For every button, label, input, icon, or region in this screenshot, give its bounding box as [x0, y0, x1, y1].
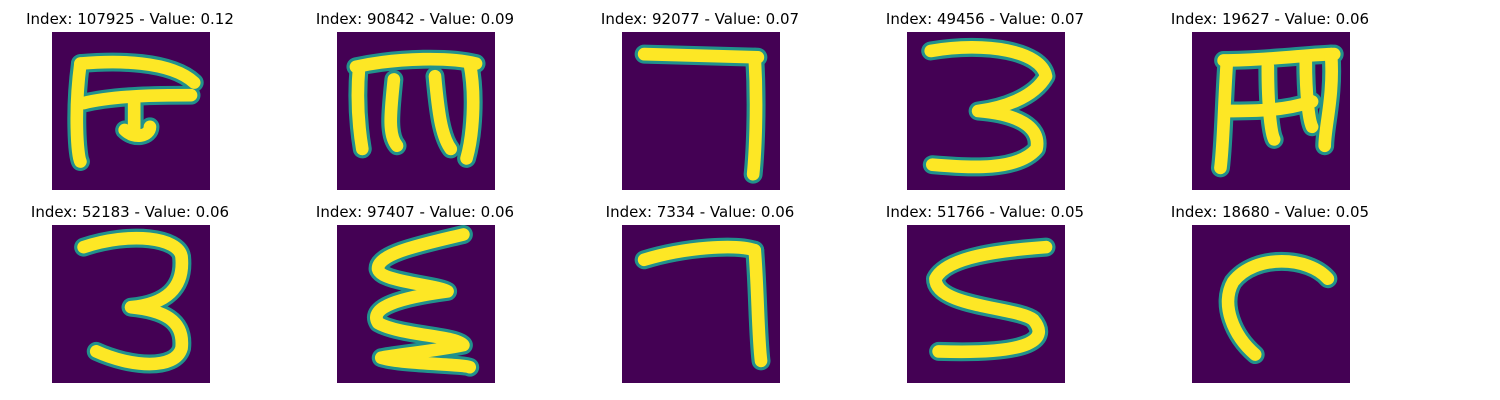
handwritten-glyph-image	[622, 225, 780, 383]
image-panel: Index: 51766 - Value: 0.05	[855, 203, 1115, 383]
panel-title: Index: 52183 - Value: 0.06	[30, 203, 230, 221]
image-panel: Index: 90842 - Value: 0.09	[285, 10, 545, 190]
glyph-stroke	[384, 73, 404, 153]
panel-title: Index: 18680 - Value: 0.05	[1170, 203, 1370, 221]
glyph-stroke	[1221, 255, 1335, 361]
glyph-stroke	[748, 243, 768, 368]
glyph-stroke	[746, 50, 763, 181]
panel-title: Index: 51766 - Value: 0.05	[885, 203, 1085, 221]
glyph-stroke	[428, 69, 458, 156]
image-panel: Index: 49456 - Value: 0.07	[855, 10, 1115, 190]
image-panel: Index: 18680 - Value: 0.05	[1140, 203, 1400, 383]
panel-title: Index: 90842 - Value: 0.09	[315, 10, 515, 28]
glyph-stroke	[351, 60, 369, 156]
panel-title: Index: 7334 - Value: 0.06	[605, 203, 795, 221]
glyph-stroke	[70, 57, 87, 168]
glyph-stroke	[924, 41, 1053, 174]
image-panel: Index: 19627 - Value: 0.06	[1140, 10, 1400, 190]
glyph-stroke	[349, 52, 483, 74]
handwritten-glyph-image	[907, 225, 1065, 383]
glyph-stroke	[1220, 95, 1319, 118]
glyph-stroke	[1214, 57, 1234, 175]
handwritten-glyph-image	[907, 32, 1065, 190]
glyph-stroke	[1299, 54, 1319, 134]
glyph-stroke	[370, 228, 477, 374]
image-panel: Index: 52183 - Value: 0.06	[0, 203, 260, 383]
handwritten-glyph-image	[337, 32, 495, 190]
image-panel: Index: 97407 - Value: 0.06	[285, 203, 545, 383]
handwritten-glyph-image	[337, 225, 495, 383]
glyph-stroke	[637, 47, 765, 64]
panel-title: Index: 92077 - Value: 0.07	[600, 10, 800, 28]
glyph-stroke	[1318, 47, 1338, 153]
handwritten-glyph-image	[1192, 32, 1350, 190]
panel-title: Index: 49456 - Value: 0.07	[885, 10, 1085, 28]
glyph-stroke	[637, 240, 762, 267]
glyph-stroke	[74, 55, 201, 89]
glyph-stroke	[77, 231, 189, 371]
glyph-stroke	[1217, 47, 1341, 67]
glyph-stroke	[460, 57, 480, 165]
glyph-stroke	[929, 240, 1053, 359]
image-panel: Index: 92077 - Value: 0.07	[570, 10, 830, 190]
image-panel: Index: 7334 - Value: 0.06	[570, 203, 830, 383]
glyph-stroke	[77, 88, 198, 110]
handwritten-glyph-image	[52, 32, 210, 190]
panel-title: Index: 107925 - Value: 0.12	[26, 10, 234, 28]
image-panel: Index: 107925 - Value: 0.12	[0, 10, 260, 190]
glyph-stroke	[1261, 60, 1281, 146]
image-background	[1192, 225, 1350, 383]
handwritten-glyph-image	[1192, 225, 1350, 383]
handwritten-glyph-image	[622, 32, 780, 190]
panel-title: Index: 19627 - Value: 0.06	[1170, 10, 1370, 28]
glyph-stroke	[118, 120, 157, 142]
panel-title: Index: 97407 - Value: 0.06	[315, 203, 515, 221]
handwritten-glyph-image	[52, 225, 210, 383]
